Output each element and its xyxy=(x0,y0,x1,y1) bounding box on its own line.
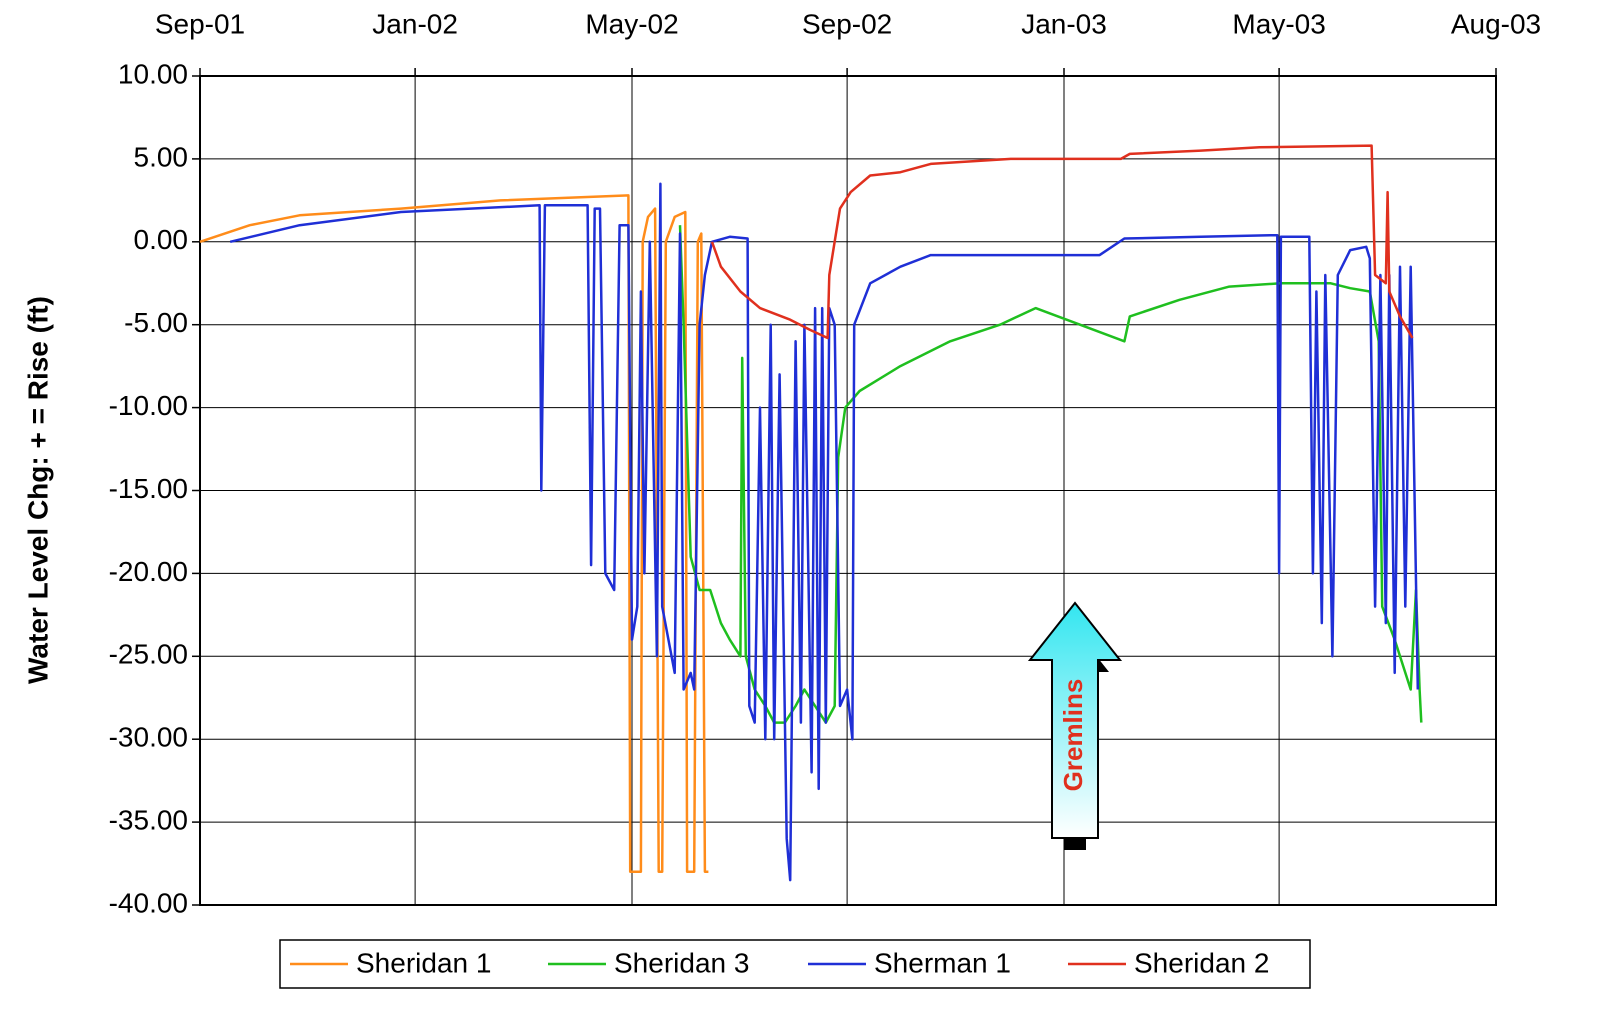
y-tick-label: -40.00 xyxy=(109,887,188,918)
x-tick-label: May-02 xyxy=(585,8,678,39)
legend: Sheridan 1 Sheridan 3 Sherman 1 Sheridan 2 xyxy=(290,947,1269,978)
y-tick-label: -25.00 xyxy=(109,639,188,670)
y-tick-label: -15.00 xyxy=(109,473,188,504)
x-tick-label: May-03 xyxy=(1232,8,1325,39)
y-tick-label: 0.00 xyxy=(134,224,189,255)
arrow xyxy=(1027,601,1123,839)
series-lines xyxy=(199,144,1423,882)
y-tick-label: -5.00 xyxy=(124,307,188,338)
series-line xyxy=(229,182,1420,882)
series-line xyxy=(678,225,1423,724)
x-tick-label: Aug-03 xyxy=(1451,8,1541,39)
x-tick-label: Jan-02 xyxy=(372,8,458,39)
x-tick-label: Sep-02 xyxy=(802,8,892,39)
x-tick-label: Jan-03 xyxy=(1021,8,1107,39)
y-tick-label: -10.00 xyxy=(109,390,188,421)
annotation: Gremlins xyxy=(1058,679,1088,792)
x-tick-label: Sep-01 xyxy=(155,8,245,39)
legend-label: Sheridan 1 xyxy=(356,947,491,978)
legend-label: Sheridan 3 xyxy=(614,947,749,978)
y-tick-label: 10.00 xyxy=(118,58,188,89)
legend-label: Sheridan 2 xyxy=(1134,947,1269,978)
y-tick-label: -30.00 xyxy=(109,722,188,753)
y-tick-label: -35.00 xyxy=(109,804,188,835)
series-line xyxy=(710,144,1414,340)
legend-label: Sherman 1 xyxy=(874,947,1011,978)
y-axis-label: Water Level Chg: + = Rise (ft) xyxy=(22,296,53,684)
y-tick-label: 5.00 xyxy=(134,141,189,172)
y-tick-label: -20.00 xyxy=(109,556,188,587)
legend-box xyxy=(279,939,1311,989)
